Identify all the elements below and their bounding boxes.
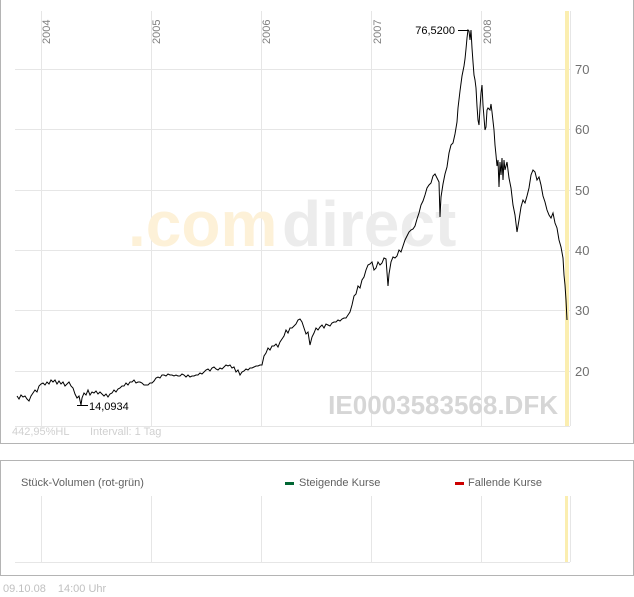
vertical-grid	[41, 11, 571, 426]
y-tick-label: 60	[575, 122, 589, 137]
legend-down-label: Fallende Kurse	[468, 477, 542, 489]
min-value-label: 14,0934	[89, 401, 129, 413]
y-tick-label: 50	[575, 183, 589, 198]
horizontal-grid	[15, 69, 570, 427]
footer-timestamp: 09.10.08 14:00 Uhr	[3, 583, 115, 595]
footer-time: 14:00 Uhr	[57, 583, 107, 595]
min-annotation: 14,0934	[77, 401, 129, 413]
price-line	[16, 28, 568, 406]
year-label: 2004	[41, 20, 53, 44]
legend-down-swatch	[455, 482, 464, 485]
max-annotation: 76,5200	[415, 25, 468, 37]
legend-up-swatch	[285, 482, 294, 485]
volume-current-date-marker	[565, 496, 568, 562]
y-tick-label: 70	[575, 62, 589, 77]
legend-up-label: Steigende Kurse	[299, 477, 380, 489]
y-tick-label: 40	[575, 243, 589, 258]
brand-watermark-com: .com	[128, 188, 277, 260]
volume-chart-panel	[0, 460, 634, 576]
year-label: 2006	[261, 20, 273, 44]
year-label: 2008	[482, 20, 494, 44]
interval-stat: Intervall: 1 Tag	[90, 426, 161, 438]
volume-grid	[15, 496, 571, 563]
y-axis-labels: 70 60 50 40 30 20	[575, 62, 589, 379]
max-value-label: 76,5200	[415, 25, 455, 37]
year-label: 2007	[372, 20, 384, 44]
brand-watermark-direct: direct	[282, 188, 456, 260]
y-tick-label: 30	[575, 303, 589, 318]
volume-title: Stück-Volumen (rot-grün)	[21, 477, 144, 489]
year-label: 2005	[151, 20, 163, 44]
current-date-marker	[565, 11, 569, 426]
footer-date: 09.10.08	[3, 583, 46, 595]
symbol-watermark: IE0003583568.DFK	[328, 390, 558, 420]
y-tick-label: 20	[575, 364, 589, 379]
price-chart-panel	[0, 0, 634, 444]
x-axis-labels: 2004 2005 2006 2007 2008	[41, 20, 494, 44]
hl-stat: 442,95%HL	[12, 426, 70, 438]
